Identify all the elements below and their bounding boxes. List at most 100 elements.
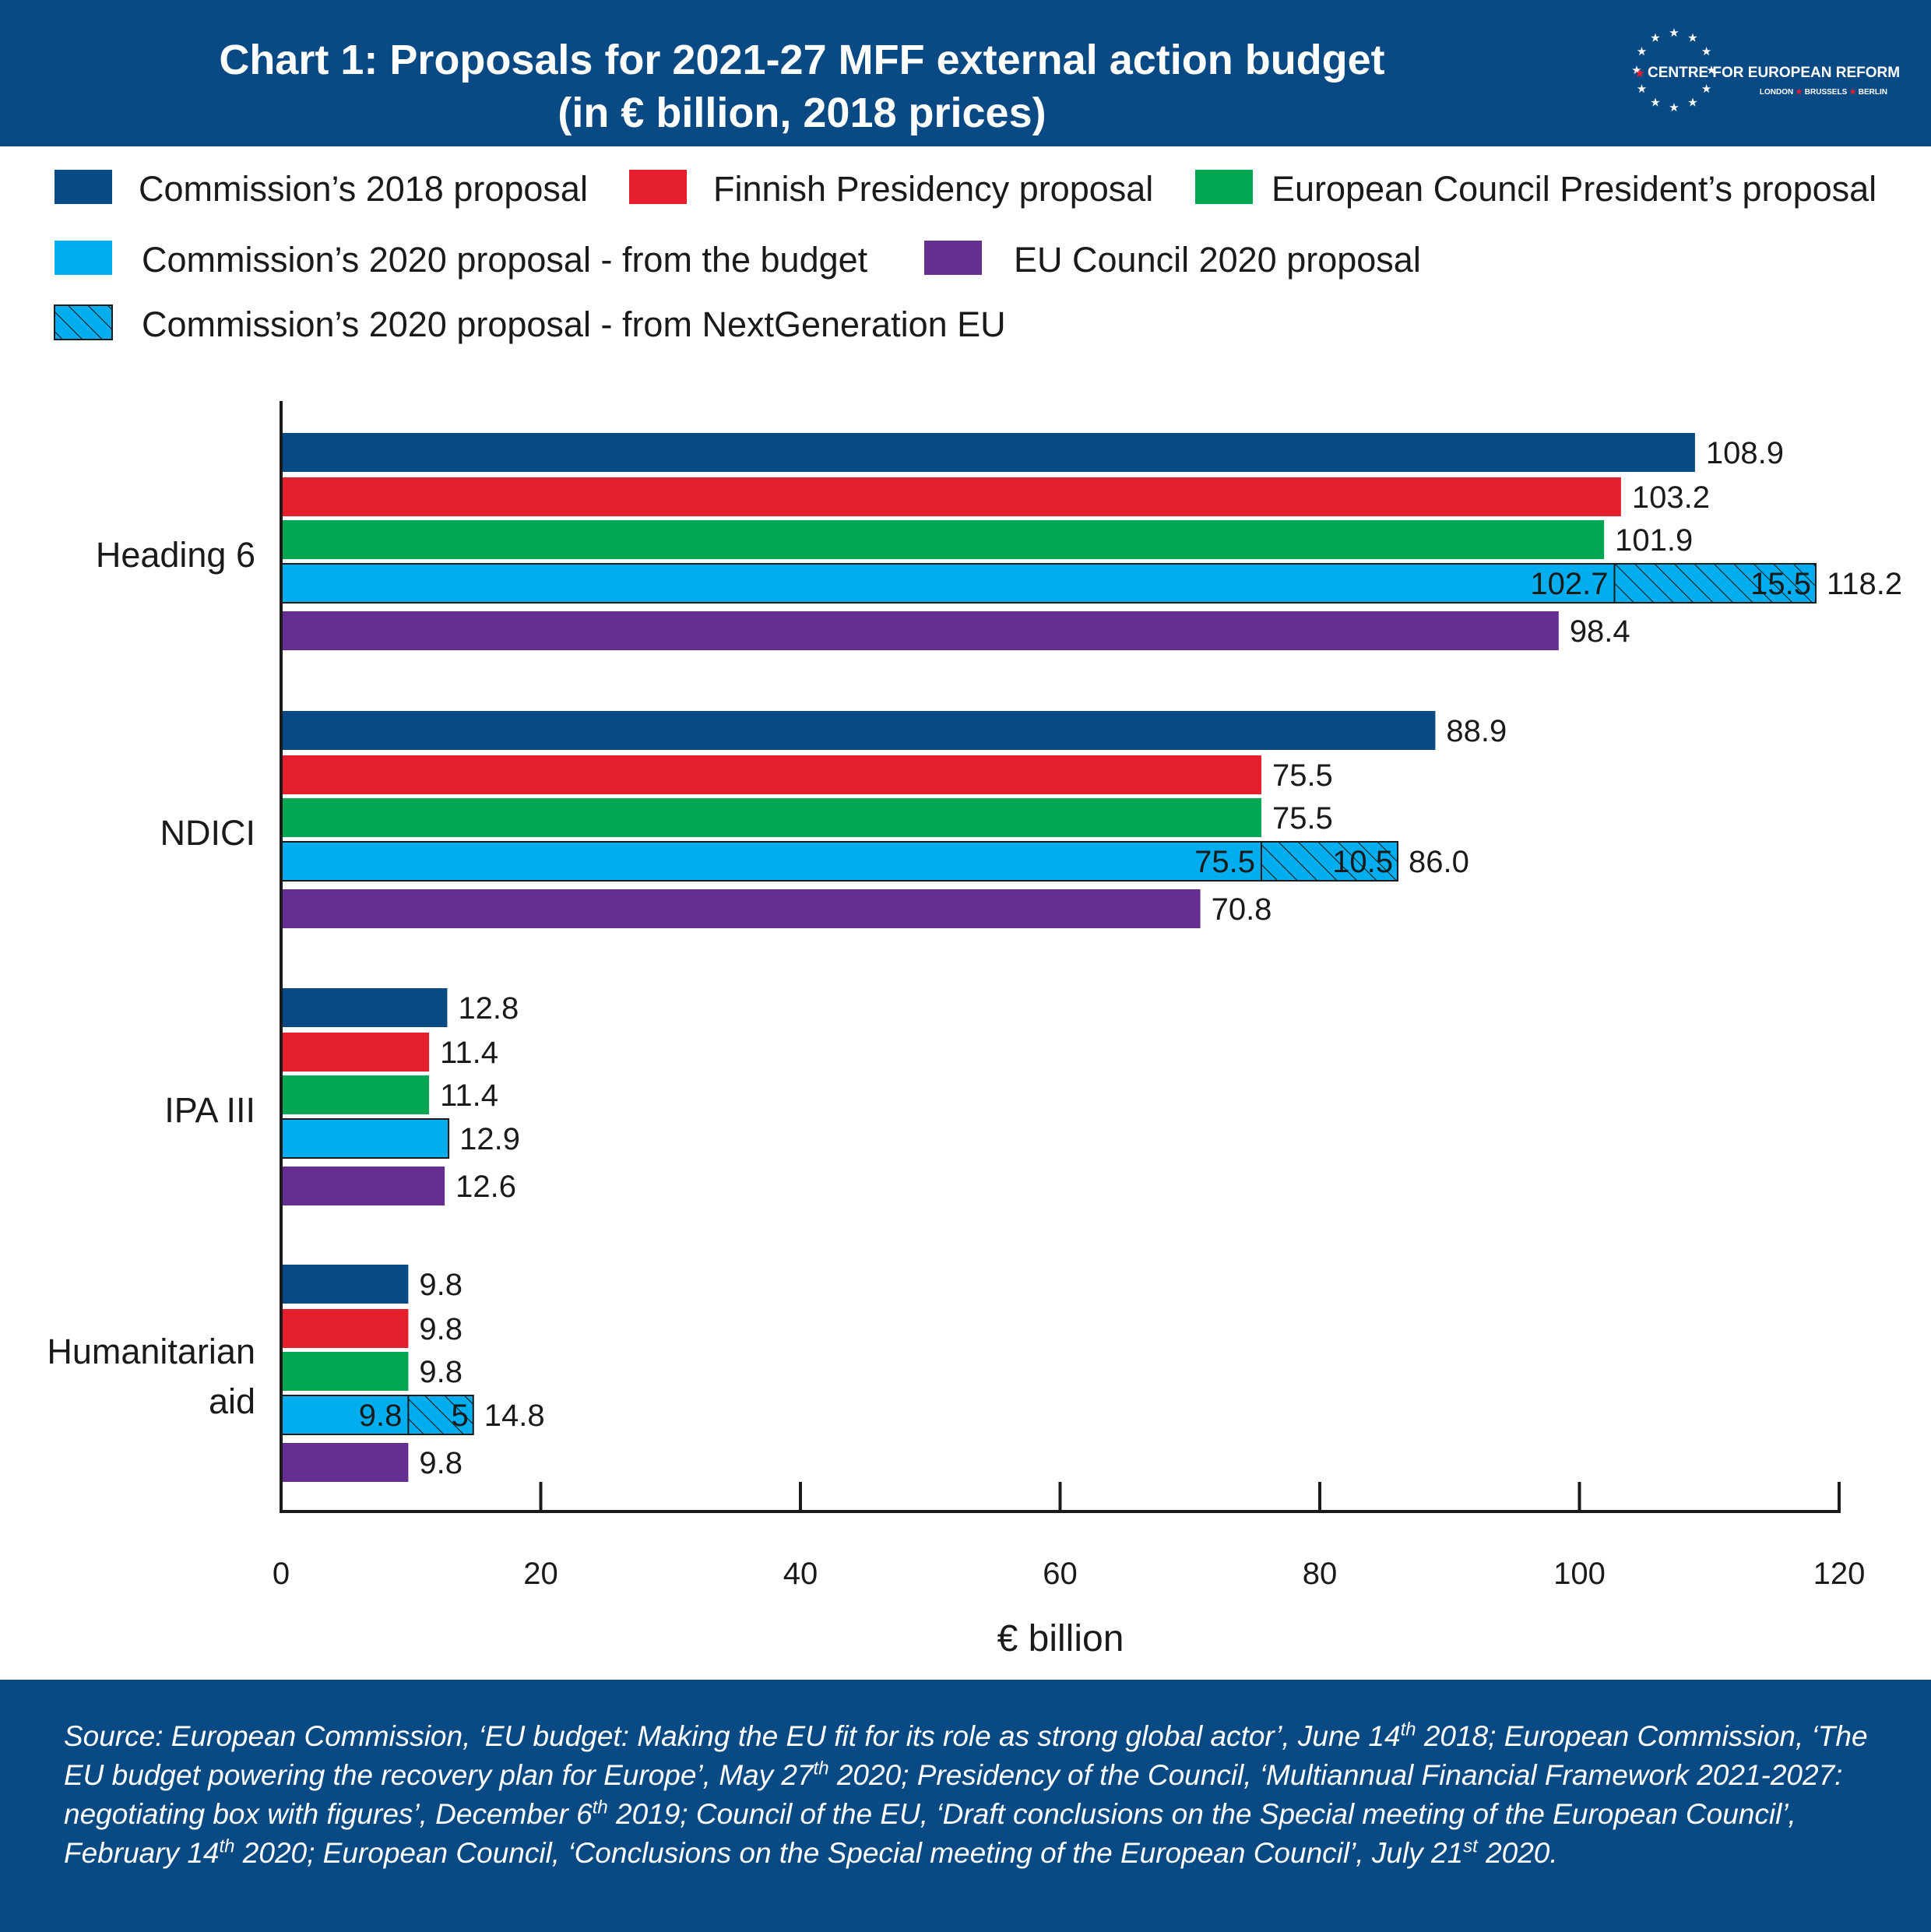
chart-title: Chart 1: Proposals for 2021-27 MFF exter… xyxy=(219,37,1385,83)
category-label: Heading 6 xyxy=(96,535,255,575)
logo-star-icon: ★ xyxy=(1701,83,1711,96)
axes-group: Heading 6 NDICI IPA III Humanitarian aid 0 20 4… xyxy=(47,401,1865,1659)
legend-swatch xyxy=(55,170,112,204)
logo-star-icon: ★ xyxy=(1637,45,1647,58)
bar xyxy=(280,841,1262,882)
legend-label: Commission’s 2020 proposal - from NextGe… xyxy=(142,304,1006,344)
bar-value-label: 9.8 xyxy=(419,1446,463,1480)
legend-swatch xyxy=(629,170,687,204)
x-tick-label: 60 xyxy=(1043,1557,1078,1591)
legend: Commission’s 2018 proposal Finnish Presid… xyxy=(54,169,1876,344)
legend-swatch xyxy=(54,304,113,340)
logo-star-icon: ★ xyxy=(1669,26,1679,40)
logo-star-icon: ★ xyxy=(1650,31,1660,44)
source-ordinal-suffix: st xyxy=(1463,1835,1478,1857)
bar xyxy=(281,755,1261,794)
logo-star-icon: ★ xyxy=(1701,45,1711,58)
bar-value-label: 88.9 xyxy=(1446,714,1507,748)
bar xyxy=(281,798,1261,837)
bar xyxy=(281,711,1436,750)
bar-chart: Commission’s 2018 proposal Finnish Presid… xyxy=(47,169,1902,1659)
logo-star-icon: ★ xyxy=(1687,97,1697,110)
bar-value-label: 9.8 xyxy=(419,1355,463,1389)
chart-subtitle: (in € billion, 2018 prices) xyxy=(557,90,1046,136)
category-label: IPA III xyxy=(164,1090,255,1130)
bar xyxy=(280,563,1616,604)
logo-cities-text: LONDON ★ BRUSSELS ★ BERLIN xyxy=(1760,88,1887,97)
bar-value-label: 12.9 xyxy=(459,1122,520,1156)
logo-name-text: CENTRE FOR EUROPEAN REFORM xyxy=(1648,65,1900,81)
bar-hatched xyxy=(1260,841,1399,882)
logo-star-icon: ★ xyxy=(1650,97,1660,110)
legend-label: Finnish Presidency proposal xyxy=(713,169,1153,209)
source-ordinal-suffix: th xyxy=(1400,1719,1416,1740)
bar-inner-label: 9.8 xyxy=(359,1399,403,1433)
bar xyxy=(281,1033,430,1072)
bar xyxy=(281,520,1605,559)
legend-swatch xyxy=(55,241,112,275)
logo-star-icon: ★ xyxy=(1706,64,1716,77)
legend-label: Commission’s 2018 proposal xyxy=(139,169,588,209)
legend-label: Commission’s 2020 proposal - from the bu… xyxy=(142,240,868,280)
bar xyxy=(281,1309,409,1348)
source-text: 2020; Presidency of the Council, ‘Multia… xyxy=(64,1759,1843,1830)
bar xyxy=(281,1167,445,1205)
bar-hatched xyxy=(1613,563,1817,604)
bar-value-label: 108.9 xyxy=(1706,436,1784,470)
bar-inner-label: 5 xyxy=(452,1399,469,1433)
bar-value-label: 70.8 xyxy=(1212,892,1272,927)
source-text: 2020. xyxy=(1477,1837,1558,1869)
x-tick-label: 40 xyxy=(783,1557,818,1591)
x-tick-label: 120 xyxy=(1813,1557,1866,1591)
source-text: 2018; European Commission, ‘The EU budge… xyxy=(64,1720,1868,1791)
bar xyxy=(281,1265,409,1304)
bar-inner-label: 10.5 xyxy=(1332,845,1393,879)
bar xyxy=(281,988,448,1027)
logo-star-icon: ★ xyxy=(1637,83,1647,96)
source-text: 2020; European Council, ‘Conclusions on … xyxy=(234,1837,1464,1869)
footer-banner xyxy=(0,1680,1931,1932)
legend-swatch xyxy=(1195,170,1253,204)
category-label: aid xyxy=(209,1381,255,1421)
source-ordinal-suffix: th xyxy=(592,1797,608,1818)
source-note: Source: European Commission, ‘EU budget:… xyxy=(64,1717,1886,1873)
logo-red-star-icon: ★ xyxy=(1634,67,1644,80)
bar-total-label: 86.0 xyxy=(1409,845,1469,879)
bar xyxy=(281,477,1621,516)
bar xyxy=(280,1395,410,1435)
bar-value-label: 101.9 xyxy=(1615,523,1693,558)
category-label: NDICI xyxy=(160,813,256,853)
x-tick-label: 0 xyxy=(273,1557,290,1591)
bar-value-label: 12.8 xyxy=(458,991,519,1026)
x-tick-label: 80 xyxy=(1303,1557,1338,1591)
bar-value-label: 11.4 xyxy=(440,1036,498,1070)
bar-total-label: 118.2 xyxy=(1827,567,1902,601)
logo-star-icon: ★ xyxy=(1669,101,1679,114)
bar-inner-label: 102.7 xyxy=(1530,567,1608,601)
legend-swatch xyxy=(924,241,982,275)
bar xyxy=(280,1118,450,1159)
x-axis-title: € billion xyxy=(997,1618,1124,1659)
source-text: Source: European Commission, ‘EU budget:… xyxy=(64,1720,1401,1752)
header-banner: Chart 1: Proposals for 2021-27 MFF exter… xyxy=(0,0,1931,146)
bar xyxy=(281,1352,409,1391)
bar xyxy=(281,889,1201,928)
category-label: Humanitarian xyxy=(47,1332,255,1371)
bar-value-label: 75.5 xyxy=(1272,758,1333,793)
x-tick-label: 100 xyxy=(1553,1557,1606,1591)
bar-value-label: 103.2 xyxy=(1632,480,1710,515)
logo-star-icon: ★ xyxy=(1687,31,1697,44)
bar xyxy=(281,1075,430,1114)
source-ordinal-suffix: th xyxy=(219,1835,235,1857)
bar xyxy=(281,433,1695,472)
logo-star-icon: ★ xyxy=(1631,64,1641,77)
bar-inner-label: 15.5 xyxy=(1750,567,1811,601)
eu-stars-icon: ★ ★★★★★★★★★★★★ xyxy=(1631,26,1716,114)
bar-value-label: 11.4 xyxy=(440,1079,498,1113)
source-text: 2019; Council of the EU, ‘Draft conclusi… xyxy=(64,1798,1796,1869)
bar xyxy=(281,1443,409,1482)
bar-inner-label: 75.5 xyxy=(1194,845,1255,879)
legend-label: EU Council 2020 proposal xyxy=(1014,240,1421,280)
